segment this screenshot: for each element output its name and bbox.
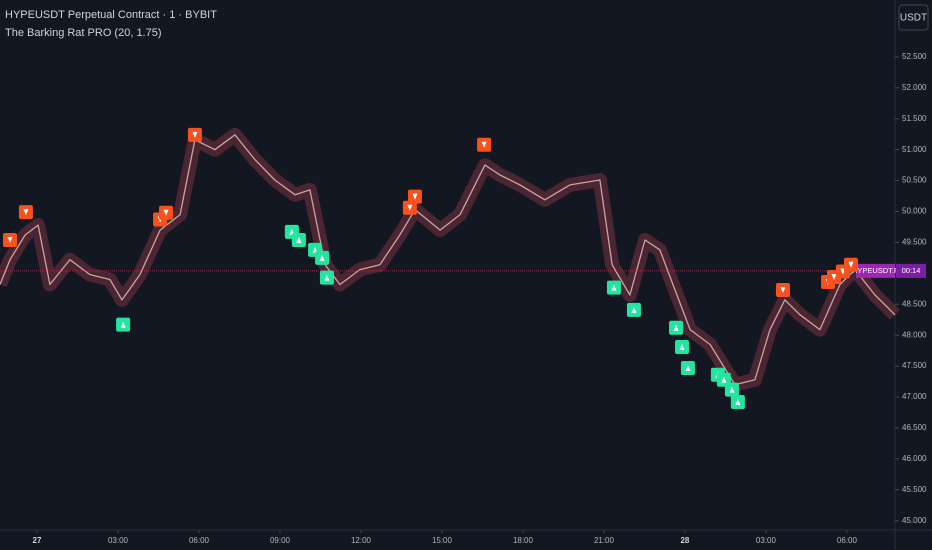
chart-title: HYPEUSDT Perpetual Contract · 1 · BYBIT — [5, 9, 217, 21]
y-tick-label: 46.000 — [902, 454, 927, 463]
x-tick-label: 09:00 — [270, 536, 291, 545]
currency-button[interactable] — [898, 4, 929, 31]
y-tick-label: 48.000 — [902, 330, 927, 339]
signal-arrow — [735, 398, 741, 405]
signal-arrow — [481, 141, 487, 148]
signal-arrow — [721, 376, 727, 383]
y-tick-label: 46.500 — [902, 423, 927, 432]
signal-arrow — [296, 236, 302, 243]
y-tick-label: 50.500 — [902, 176, 927, 185]
x-tick-label: 27 — [33, 536, 42, 545]
y-tick-label: 52.000 — [902, 83, 927, 92]
price-line — [0, 134, 896, 386]
y-tick-label: 47.500 — [902, 361, 927, 370]
signal-arrow — [729, 386, 735, 393]
x-tick-label: 03:00 — [756, 536, 777, 545]
signal-arrow — [412, 193, 418, 200]
signal-arrow — [163, 209, 169, 216]
x-tick-label: 18:00 — [513, 536, 534, 545]
signal-arrow — [780, 287, 786, 294]
signal-arrow — [192, 131, 198, 138]
signal-arrow — [120, 321, 126, 328]
y-tick-label: 51.500 — [902, 114, 927, 123]
signal-arrow — [7, 236, 13, 243]
y-tick-label: 49.500 — [902, 238, 927, 247]
currency-button-label[interactable]: USDT — [900, 13, 927, 24]
x-tick-label: 21:00 — [594, 536, 615, 545]
x-tick-label: 15:00 — [432, 536, 453, 545]
signal-arrow — [611, 284, 617, 291]
indicator-label: The Barking Rat PRO (20, 1.75) — [5, 27, 162, 39]
symbol-label-box — [856, 263, 895, 278]
signal-arrow — [23, 209, 29, 216]
x-tick-label: 28 — [680, 536, 689, 545]
y-tick-label: 52.500 — [902, 52, 927, 61]
x-tick-label: 06:00 — [837, 536, 858, 545]
y-tick-label: 51.000 — [902, 145, 927, 154]
signal-arrow — [319, 254, 325, 261]
x-tick-label: 03:00 — [108, 536, 129, 545]
countdown-label: 00:14 — [902, 266, 921, 275]
y-tick-label: 50.000 — [902, 207, 927, 216]
x-tick-label: 12:00 — [351, 536, 372, 545]
signal-arrow — [407, 204, 413, 211]
signal-arrow — [679, 343, 685, 350]
y-tick-label: 45.000 — [902, 516, 927, 525]
symbol-label: HYPEUSDT.P — [852, 266, 899, 275]
countdown-box — [896, 263, 926, 278]
signal-arrow — [673, 324, 679, 331]
signal-arrow — [631, 306, 637, 313]
signal-arrow — [685, 364, 691, 371]
y-tick-label: 45.500 — [902, 485, 927, 494]
signal-arrow — [831, 274, 837, 281]
signal-arrow — [848, 261, 854, 268]
y-tick-label: 47.000 — [902, 392, 927, 401]
signal-arrow — [324, 274, 330, 281]
y-tick-label: 48.500 — [902, 299, 927, 308]
x-tick-label: 06:00 — [189, 536, 210, 545]
